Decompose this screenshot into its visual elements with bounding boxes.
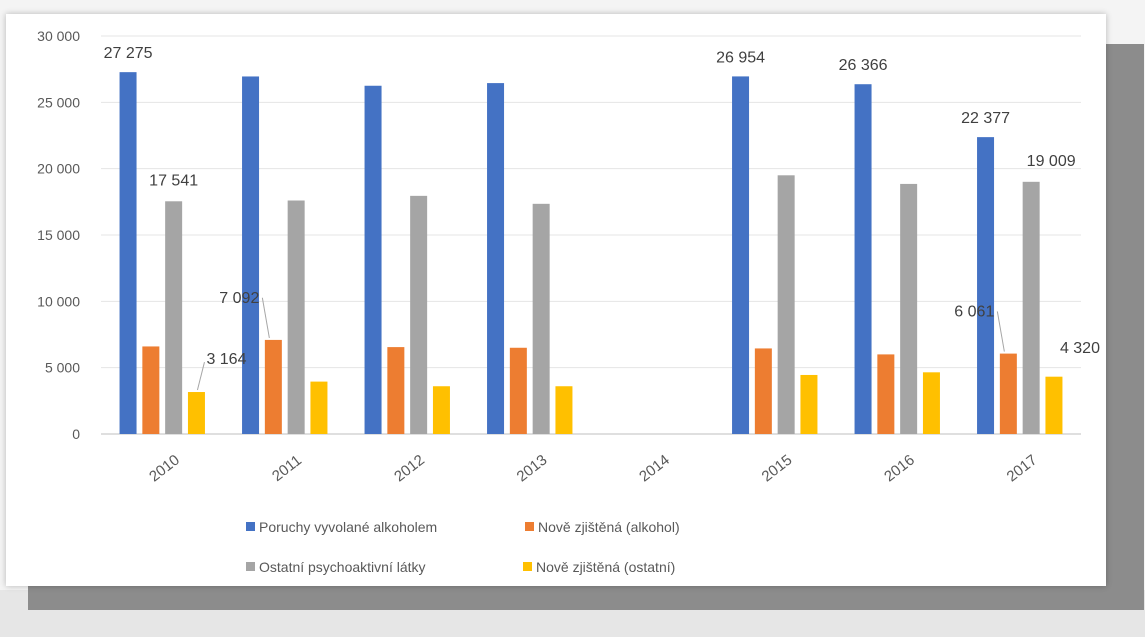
chart-card: 0 5 000 10 000 15 000 20 000 25 000 30 000 27 …: [6, 14, 1106, 586]
bar: [187, 392, 205, 434]
bar: [509, 347, 527, 434]
bar: [900, 183, 918, 434]
bar: [242, 76, 260, 435]
y-tick-label: 30 000: [37, 28, 80, 44]
bar: [977, 137, 995, 434]
bar: [165, 201, 183, 434]
legend: Poruchy vyvolané alkoholem Nově zjištěná …: [246, 519, 680, 575]
bar: [777, 175, 795, 435]
label-leader-line: [196, 362, 205, 391]
legend-swatch: [525, 522, 534, 531]
bar: [854, 84, 872, 435]
bar: [142, 346, 160, 434]
bar: [532, 203, 550, 434]
legend-swatch: [523, 562, 532, 571]
bar-chart: 0 5 000 10 000 15 000 20 000 25 000 30 000 27 …: [37, 28, 1101, 575]
x-tick-label: 2014: [636, 451, 673, 485]
legend-swatch: [246, 522, 255, 531]
x-axis-ticks: 2010 2011 2012 2013 2014 2015 2016 2017: [146, 451, 1040, 485]
legend-label: Nově zjištěná (ostatní): [536, 559, 675, 575]
x-tick-label: 2013: [514, 451, 551, 485]
bar: [1045, 376, 1063, 434]
bar: [287, 200, 305, 434]
data-label: 26 366: [839, 57, 888, 74]
data-label: 26 954: [716, 49, 765, 66]
data-label: 22 377: [961, 110, 1010, 127]
y-tick-label: 15 000: [37, 227, 80, 243]
bar: [432, 386, 450, 434]
bar: [1022, 181, 1040, 434]
y-axis-ticks: 0 5 000 10 000 15 000 20 000 25 000 30 000: [37, 28, 80, 442]
y-tick-label: 0: [72, 426, 80, 442]
bar: [999, 353, 1017, 434]
bar: [800, 374, 818, 434]
bar: [310, 381, 328, 434]
bar: [877, 354, 895, 434]
bar: [487, 83, 505, 434]
y-tick-label: 25 000: [37, 94, 80, 110]
x-tick-label: 2010: [146, 451, 183, 485]
x-tick-label: 2011: [269, 452, 305, 485]
bar: [754, 348, 772, 434]
x-tick-label: 2012: [391, 451, 428, 485]
bar: [119, 72, 137, 434]
data-label: 6 061: [954, 303, 994, 320]
y-tick-label: 10 000: [37, 293, 80, 309]
grid-lines: [101, 35, 1081, 435]
bar: [364, 85, 382, 434]
bar: [410, 195, 428, 434]
x-tick-label: 2017: [1004, 451, 1041, 485]
data-label: 3 164: [206, 351, 246, 368]
bar: [732, 76, 750, 434]
data-label: 19 009: [1027, 153, 1076, 170]
data-labels: 27 275 26 954 26 366 22 377 17 541 19 009 7 09…: [104, 45, 1101, 368]
bar: [922, 372, 940, 434]
legend-label: Nově zjištěná (alkohol): [538, 519, 680, 535]
label-leader-lines: [196, 297, 1005, 391]
y-tick-label: 20 000: [37, 161, 80, 177]
label-leader-line: [261, 297, 270, 338]
bar: [264, 339, 282, 434]
bar: [555, 386, 573, 434]
bar: [387, 347, 405, 434]
legend-label: Poruchy vyvolané alkoholem: [259, 519, 437, 535]
x-tick-label: 2015: [759, 451, 796, 485]
x-tick-label: 2016: [881, 451, 918, 485]
data-label: 27 275: [104, 45, 153, 62]
legend-label: Ostatní psychoaktivní látky: [259, 559, 426, 575]
data-label: 17 541: [149, 172, 198, 189]
label-leader-line: [996, 311, 1005, 352]
legend-swatch: [246, 562, 255, 571]
y-tick-label: 5 000: [45, 360, 80, 376]
data-label: 7 092: [219, 290, 259, 307]
data-label: 4 320: [1060, 340, 1100, 357]
bars: [119, 72, 1063, 435]
